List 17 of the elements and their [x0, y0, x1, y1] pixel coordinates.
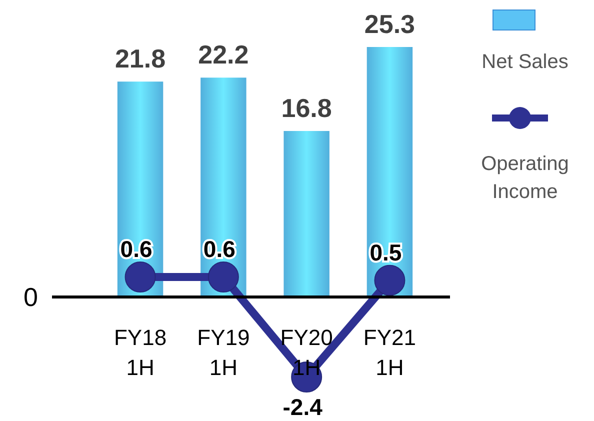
data-label: 0.5	[370, 239, 402, 266]
x-tick-label: FY20 1H	[280, 325, 333, 380]
bar	[284, 130, 330, 297]
x-tick-label: FY18 1H	[114, 325, 167, 380]
bar	[366, 47, 413, 297]
x-tick-label: FY21 1H	[363, 325, 416, 380]
data-label: -2.4	[282, 394, 323, 420]
data-label: 21.8	[114, 44, 166, 74]
legend-label: Net Sales	[482, 51, 568, 73]
data-label: 16.8	[281, 92, 332, 123]
legend-label: Operating Income	[481, 153, 569, 203]
data-label: 22.2	[198, 40, 249, 70]
data-label: 0.6	[203, 236, 236, 262]
text: 0	[24, 282, 38, 312]
x-tick-label: FY19 1H	[197, 325, 250, 380]
data-label: 25.3	[364, 9, 416, 39]
data-label: 0.6	[120, 236, 152, 262]
